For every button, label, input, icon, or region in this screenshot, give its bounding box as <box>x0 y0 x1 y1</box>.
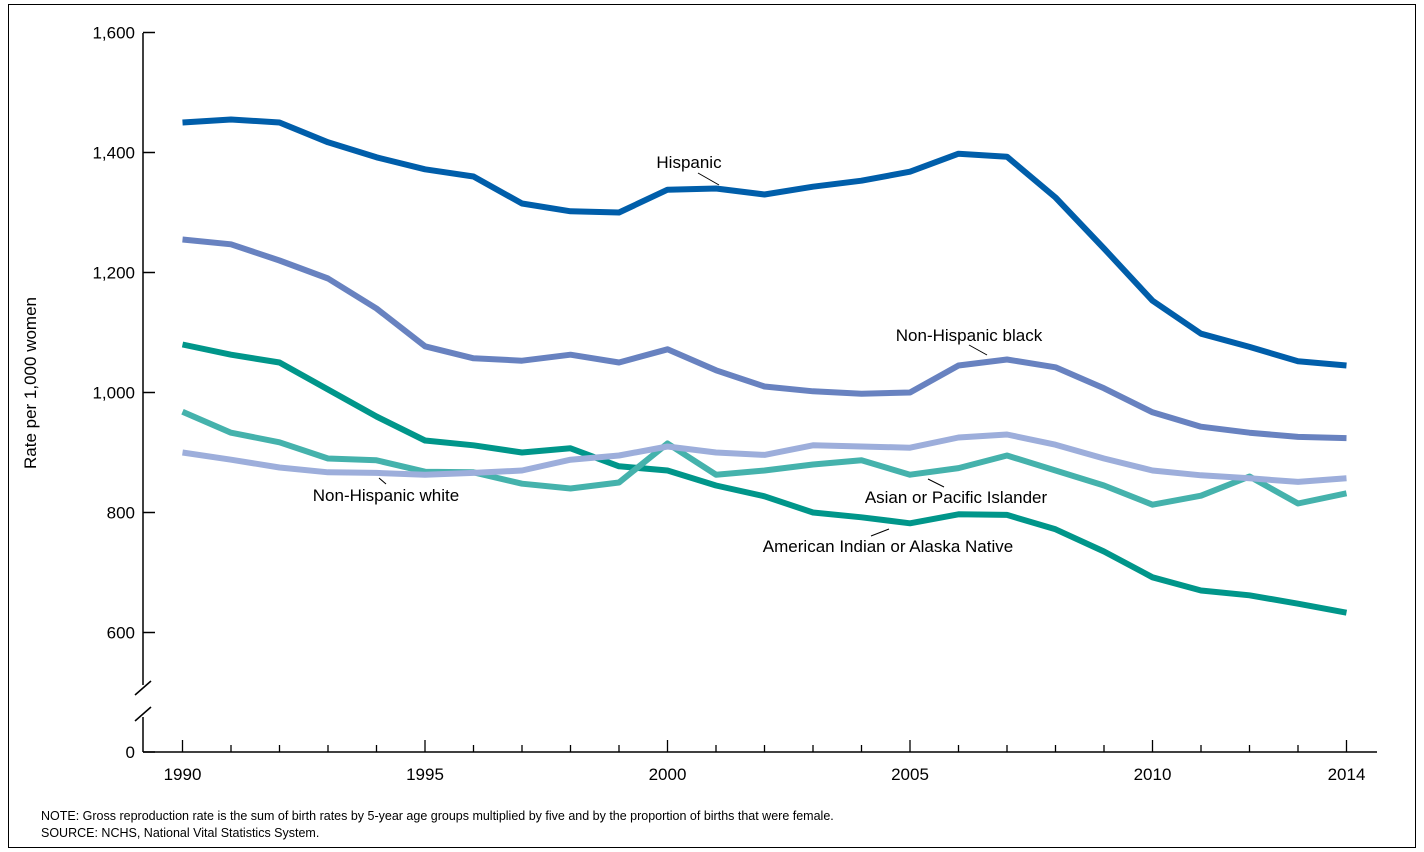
annotation-leader-line <box>697 172 720 186</box>
line-chart: 0 600 800 1,000 1,200 1,400 1,600 1990 1995 2000… <box>21 24 1377 784</box>
series-line-hispanic <box>182 116 1347 369</box>
series-annotation-label: Non-Hispanic black <box>896 326 1043 345</box>
series-annotation-label: Non-Hispanic white <box>313 486 459 505</box>
series-line-non-hispanic-black <box>182 236 1347 442</box>
annotation-leader-line <box>968 344 988 356</box>
y-axis-label: Rate per 1,000 women <box>21 297 40 469</box>
series-line-asian-or-pacific-islander <box>181 408 1348 508</box>
axes <box>134 33 1377 753</box>
annotation-leader-line <box>870 528 890 537</box>
y-tick-label: 0 <box>126 743 135 762</box>
series-labels: Hispanic Non-Hispanic black Non-Hispanic w… <box>313 153 1048 556</box>
y-tick-label: 1,600 <box>92 24 135 43</box>
axis-break-mark <box>134 706 152 722</box>
x-tick-label: 2014 <box>1328 765 1366 784</box>
figure-frame: 0 600 800 1,000 1,200 1,400 1,600 1990 1995 2000… <box>8 4 1416 848</box>
y-tick-label: 1,400 <box>92 144 135 163</box>
x-tick-label: 2010 <box>1134 765 1172 784</box>
series-annotation-label: American Indian or Alaska Native <box>763 537 1013 556</box>
note-text: NOTE: Gross reproduction rate is the sum… <box>41 809 834 823</box>
annotation-leader-line <box>378 477 387 485</box>
x-tick-label: 2005 <box>891 765 929 784</box>
y-tick-label: 600 <box>107 624 135 643</box>
x-tick-label: 2000 <box>649 765 687 784</box>
y-tick-label: 1,000 <box>92 384 135 403</box>
series-line-non-hispanic-white <box>182 431 1347 485</box>
axis-break-mark <box>134 680 152 696</box>
x-tick-label: 1990 <box>164 765 202 784</box>
series-line-american-indian-or-alaska-native <box>181 341 1348 616</box>
annotation-leader-line <box>927 478 945 488</box>
y-tick-label: 800 <box>107 504 135 523</box>
series-lines <box>181 116 1348 616</box>
series-annotation-label: Hispanic <box>656 153 722 172</box>
y-tick-label: 1,200 <box>92 264 135 283</box>
series-annotation-label: Asian or Pacific Islander <box>865 488 1048 507</box>
source-text: SOURCE: NCHS, National Vital Statistics … <box>41 826 320 840</box>
x-axis-ticks: 1990 1995 2000 2005 2010 2014 <box>164 740 1366 784</box>
x-tick-label: 1995 <box>406 765 444 784</box>
y-axis-ticks: 0 600 800 1,000 1,200 1,400 1,600 <box>92 24 155 762</box>
